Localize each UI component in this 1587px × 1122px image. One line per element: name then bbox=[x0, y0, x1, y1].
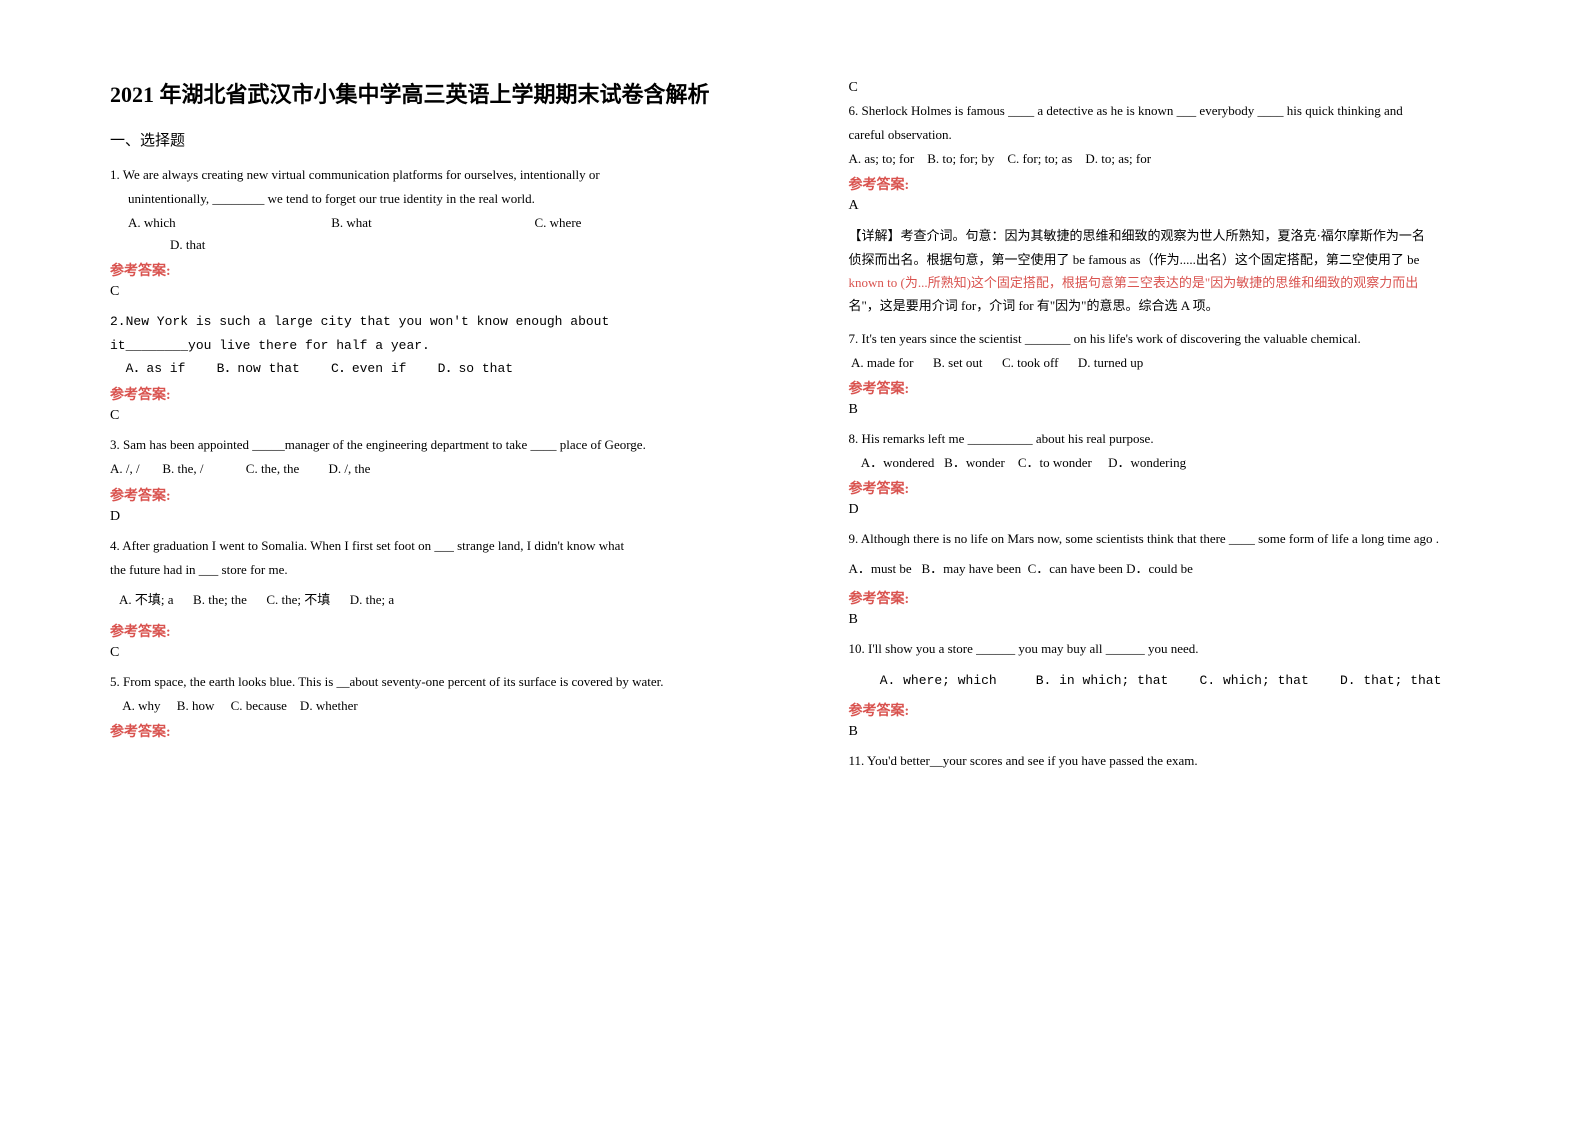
q1-opt-c: C. where bbox=[535, 215, 582, 230]
q1-opt-a: A. which bbox=[128, 212, 328, 234]
q1-opt-b: B. what bbox=[331, 212, 531, 234]
q10-options: A. where; which B. in which; that C. whi… bbox=[849, 669, 1528, 692]
question-7: 7. It's ten years since the scientist __… bbox=[849, 328, 1528, 418]
q9-line1: 9. Although there is no life on Mars now… bbox=[849, 528, 1528, 550]
section-heading-1: 一、选择题 bbox=[110, 129, 789, 150]
question-3: 3. Sam has been appointed _____manager o… bbox=[110, 434, 789, 524]
q4-answer: C bbox=[110, 645, 789, 661]
q1-answer: C bbox=[110, 284, 789, 300]
q6-answer: A bbox=[849, 198, 1528, 214]
question-5: 5. From space, the earth looks blue. Thi… bbox=[110, 671, 789, 741]
q7-options: A. made for B. set out C. took off D. tu… bbox=[849, 352, 1528, 374]
left-column: 2021 年湖北省武汉市小集中学高三英语上学期期末试卷含解析 一、选择题 1. … bbox=[110, 80, 789, 782]
q7-answer: B bbox=[849, 402, 1528, 418]
q5-options: A. why B. how C. because D. whether bbox=[110, 695, 789, 717]
q9-answer-label: 参考答案: bbox=[849, 588, 1528, 608]
q6-exp4: 名"，这是要用介词 for，介词 for 有"因为"的意思。综合选 A 项。 bbox=[849, 294, 1528, 317]
q6-options: A. as; to; for B. to; for; by C. for; to… bbox=[849, 148, 1528, 170]
q3-line1: 3. Sam has been appointed _____manager o… bbox=[110, 434, 789, 456]
q8-answer: D bbox=[849, 502, 1528, 518]
document-title: 2021 年湖北省武汉市小集中学高三英语上学期期末试卷含解析 bbox=[110, 80, 789, 111]
question-1: 1. We are always creating new virtual co… bbox=[110, 164, 789, 300]
q6-exp3: known to (为...所熟知)这个固定搭配，根据句意第三空表达的是"因为敏… bbox=[849, 271, 1528, 294]
page-container: 2021 年湖北省武汉市小集中学高三英语上学期期末试卷含解析 一、选择题 1. … bbox=[110, 80, 1527, 782]
q11-line1: 11. You'd better__your scores and see if… bbox=[849, 750, 1528, 772]
q1-line2: unintentionally, ________ we tend to for… bbox=[110, 188, 789, 210]
question-9: 9. Although there is no life on Mars now… bbox=[849, 528, 1528, 628]
q1-answer-label: 参考答案: bbox=[110, 260, 789, 280]
q6-exp1: 【详解】考查介词。句意：因为其敏捷的思维和细致的观察为世人所熟知，夏洛克·福尔摩… bbox=[849, 224, 1528, 247]
question-4: 4. After graduation I went to Somalia. W… bbox=[110, 535, 789, 661]
q4-options: A. 不填; a B. the; the C. the; 不填 D. the; … bbox=[110, 589, 789, 611]
q1-options-row2: D. that bbox=[110, 234, 789, 256]
q6-line1: 6. Sherlock Holmes is famous ____ a dete… bbox=[849, 100, 1528, 122]
q5-answer-label: 参考答案: bbox=[110, 721, 789, 741]
q10-answer-label: 参考答案: bbox=[849, 700, 1528, 720]
q4-line1: 4. After graduation I went to Somalia. W… bbox=[110, 535, 789, 557]
q3-options: A. /, / B. the, / C. the, the D. /, the bbox=[110, 458, 789, 480]
q2-answer: C bbox=[110, 408, 789, 424]
q4-answer-label: 参考答案: bbox=[110, 621, 789, 641]
q8-line1: 8. His remarks left me __________ about … bbox=[849, 428, 1528, 450]
q2-line2: it________you live there for half a year… bbox=[110, 334, 789, 357]
question-6: 6. Sherlock Holmes is famous ____ a dete… bbox=[849, 100, 1528, 318]
q9-options: A．must be B．may have been C．can have bee… bbox=[849, 558, 1528, 580]
right-column: C 6. Sherlock Holmes is famous ____ a de… bbox=[849, 80, 1528, 782]
q3-answer: D bbox=[110, 509, 789, 525]
q1-line1: 1. We are always creating new virtual co… bbox=[110, 164, 789, 186]
q2-answer-label: 参考答案: bbox=[110, 384, 789, 404]
q7-line1: 7. It's ten years since the scientist __… bbox=[849, 328, 1528, 350]
question-10: 10. I'll show you a store ______ you may… bbox=[849, 638, 1528, 739]
q2-line1: 2.New York is such a large city that you… bbox=[110, 310, 789, 333]
q5-answer: C bbox=[849, 80, 1528, 96]
q5-line1: 5. From space, the earth looks blue. Thi… bbox=[110, 671, 789, 693]
q9-answer: B bbox=[849, 612, 1528, 628]
q4-line2: the future had in ___ store for me. bbox=[110, 559, 789, 581]
q1-options-row1: A. which B. what C. where bbox=[110, 212, 789, 234]
q6-exp2: 侦探而出名。根据句意，第一空使用了 be famous as（作为.....出名… bbox=[849, 248, 1528, 271]
question-8: 8. His remarks left me __________ about … bbox=[849, 428, 1528, 518]
q2-options: A．as if B．now that C．even if D．so that bbox=[110, 357, 789, 380]
q7-answer-label: 参考答案: bbox=[849, 378, 1528, 398]
q10-line1: 10. I'll show you a store ______ you may… bbox=[849, 638, 1528, 660]
q8-answer-label: 参考答案: bbox=[849, 478, 1528, 498]
q1-opt-d: D. that bbox=[110, 234, 205, 256]
question-11: 11. You'd better__your scores and see if… bbox=[849, 750, 1528, 772]
q10-answer: B bbox=[849, 724, 1528, 740]
q8-options: A．wondered B．wonder C．to wonder D．wonder… bbox=[849, 452, 1528, 474]
q3-answer-label: 参考答案: bbox=[110, 485, 789, 505]
q6-line2: careful observation. bbox=[849, 124, 1528, 146]
question-2: 2.New York is such a large city that you… bbox=[110, 310, 789, 424]
q6-answer-label: 参考答案: bbox=[849, 174, 1528, 194]
